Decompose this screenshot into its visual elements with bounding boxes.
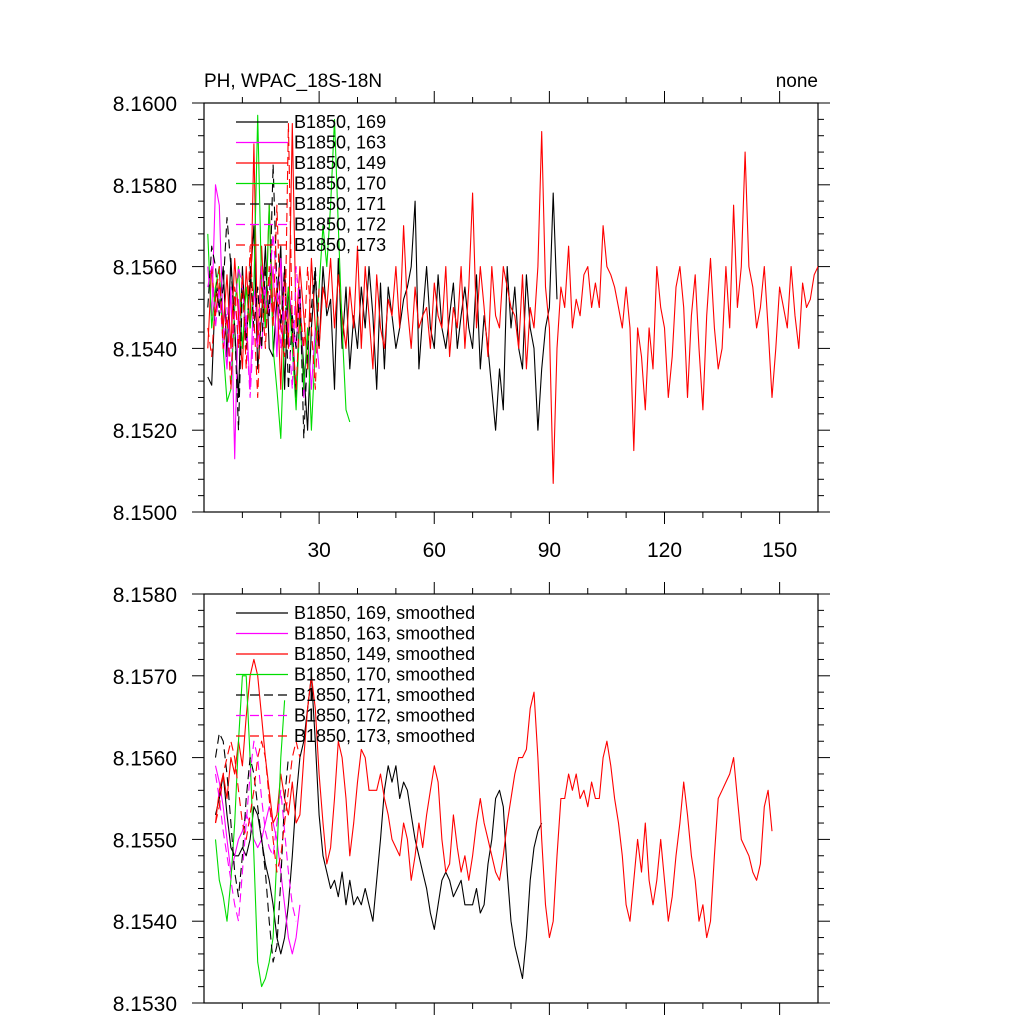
top-x-tick-label: 30 bbox=[307, 539, 330, 562]
bottom-y-tick-label: 8.1540 bbox=[113, 911, 177, 934]
top-series-line-4 bbox=[207, 114, 351, 439]
bottom-legend-label: B1850, 170, smoothed bbox=[294, 665, 475, 685]
top-series-line-1 bbox=[207, 192, 558, 431]
chart-title-left: PH, WPAC_18S-18N bbox=[204, 71, 382, 92]
bottom-legend-label: B1850, 169, smoothed bbox=[294, 603, 475, 623]
bottom-series-line-5 bbox=[214, 732, 289, 963]
top-x-tick-label: 60 bbox=[423, 539, 446, 562]
top-x-tick-label: 90 bbox=[538, 539, 561, 562]
bottom-y-tick-label: 8.1550 bbox=[113, 829, 177, 852]
top-y-tick-label: 8.1560 bbox=[113, 257, 177, 280]
bottom-legend-label: B1850, 171, smoothed bbox=[294, 685, 475, 705]
bottom-y-tick-label: 8.1530 bbox=[113, 993, 177, 1016]
bottom-series-line-2 bbox=[214, 765, 301, 955]
top-x-tick-label: 150 bbox=[762, 539, 797, 562]
top-legend-label: B1850, 172 bbox=[294, 215, 386, 235]
bottom-legend-label: B1850, 172, smoothed bbox=[294, 706, 475, 726]
bottom-series-line-1 bbox=[214, 675, 543, 980]
top-y-tick-label: 8.1500 bbox=[113, 502, 177, 525]
top-legend-label: B1850, 163 bbox=[294, 133, 386, 153]
top-y-tick-label: 8.1600 bbox=[113, 93, 177, 116]
top-legend-label: B1850, 169 bbox=[294, 112, 386, 132]
top-series-group bbox=[207, 114, 818, 484]
bottom-y-tick-label: 8.1570 bbox=[113, 666, 177, 689]
top-y-tick-label: 8.1540 bbox=[113, 338, 177, 361]
bottom-legend-label: B1850, 173, smoothed bbox=[294, 726, 475, 746]
top-panel: 30 60 90 120 150 8.1500 8.1520 8.1540 8.1560 8.15… bbox=[113, 91, 830, 562]
top-x-tick-label: 120 bbox=[647, 539, 682, 562]
top-legend-label: B1850, 149 bbox=[294, 153, 386, 173]
bottom-series-line-3 bbox=[214, 658, 773, 939]
chart-title-right: none bbox=[776, 71, 818, 92]
bottom-legend-label: B1850, 149, smoothed bbox=[294, 644, 475, 664]
bottom-y-tick-label: 8.1560 bbox=[113, 748, 177, 771]
bottom-panel: 8.1530 8.1540 8.1550 8.1560 8.1570 8.1580 B185… bbox=[113, 582, 830, 1016]
bottom-series-group bbox=[214, 658, 773, 988]
bottom-series-line-7 bbox=[214, 740, 301, 873]
bottom-legend-label: B1850, 163, smoothed bbox=[294, 624, 475, 644]
top-y-tick-label: 8.1580 bbox=[113, 175, 177, 198]
top-legend-label: B1850, 171 bbox=[294, 194, 386, 214]
top-legend-label: B1850, 173 bbox=[294, 235, 386, 255]
top-legend-label: B1850, 170 bbox=[294, 174, 386, 194]
top-y-tick-label: 8.1520 bbox=[113, 420, 177, 443]
bottom-series-line-6 bbox=[214, 740, 297, 922]
top-series-line-7 bbox=[207, 122, 320, 399]
bottom-y-tick-label: 8.1580 bbox=[113, 584, 177, 607]
